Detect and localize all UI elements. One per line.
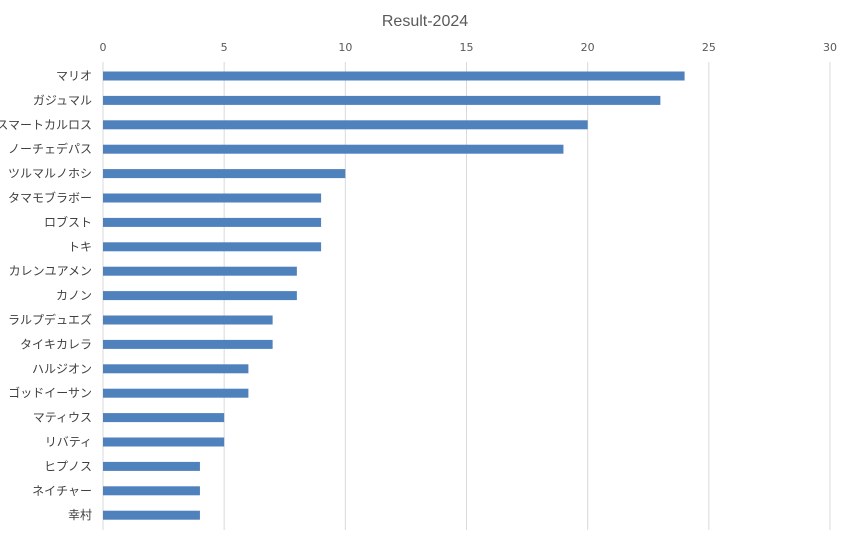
- category-label: ラルプデュエズ: [8, 312, 92, 327]
- bar: [103, 242, 322, 252]
- x-axis-ticks: 0 5 10 15 20 25 30: [100, 41, 838, 54]
- category-label: マティウス: [33, 411, 92, 425]
- x-tick-label: 25: [702, 41, 716, 54]
- category-label: ヒプノス: [44, 459, 92, 473]
- bar: [103, 169, 346, 179]
- category-label: ノーチェデパス: [8, 141, 92, 156]
- bar: [103, 120, 588, 130]
- x-tick-label: 0: [100, 41, 107, 54]
- bar: [103, 266, 297, 276]
- category-label: ハルジオン: [32, 362, 92, 376]
- gridlines: [102, 62, 831, 530]
- bar: [103, 388, 249, 398]
- category-labels: マリオガジュマルスマートカルロスノーチェデパスツルマルノホシタマモブラボーロブス…: [0, 69, 92, 522]
- category-label: リバティ: [45, 435, 92, 449]
- category-label: トキ: [68, 240, 92, 254]
- category-label: ロブスト: [44, 214, 92, 229]
- bar: [103, 413, 225, 423]
- category-label: カノン: [56, 289, 92, 303]
- category-label: カレンユアメン: [9, 264, 92, 278]
- bar: [103, 193, 322, 203]
- bar: [103, 217, 322, 227]
- x-tick-label: 5: [221, 41, 228, 54]
- bar: [103, 315, 273, 325]
- bars: [103, 71, 685, 520]
- chart-title: Result-2024: [382, 13, 468, 30]
- bar: [103, 510, 200, 520]
- bar: [103, 437, 225, 447]
- bar: [103, 144, 564, 154]
- category-label: タイキカレラ: [20, 337, 92, 351]
- category-label: 幸村: [68, 508, 92, 522]
- bar: [103, 71, 685, 81]
- category-label: ツルマルノホシ: [8, 167, 92, 181]
- category-label: ネイチャー: [32, 484, 92, 498]
- category-label: マリオ: [56, 69, 92, 83]
- category-label: ガジュマル: [33, 93, 92, 107]
- bar: [103, 291, 297, 301]
- bar: [103, 95, 661, 105]
- bar: [103, 461, 200, 471]
- x-tick-label: 10: [338, 41, 352, 54]
- x-tick-label: 30: [823, 41, 837, 54]
- category-label: スマートカルロス: [0, 118, 92, 132]
- category-label: タマモブラボー: [8, 190, 92, 205]
- x-tick-label: 15: [460, 41, 474, 54]
- bar: [103, 364, 249, 374]
- x-tick-label: 20: [581, 41, 595, 54]
- bar: [103, 486, 200, 496]
- category-label: ゴッドイーサン: [8, 385, 92, 400]
- bar: [103, 339, 273, 349]
